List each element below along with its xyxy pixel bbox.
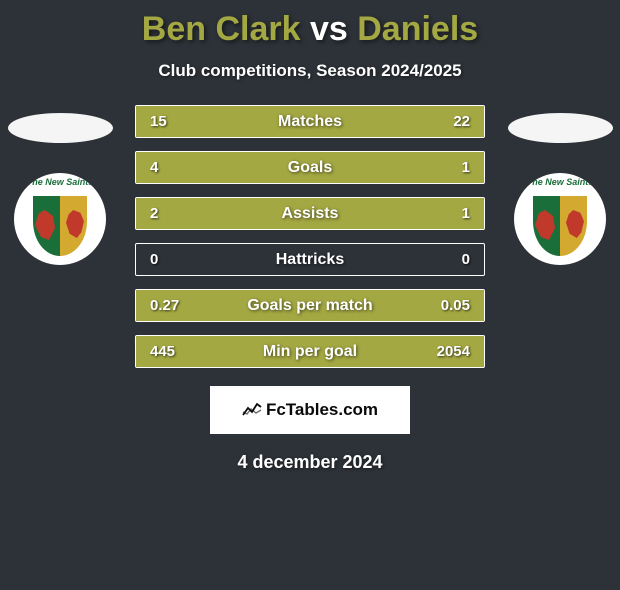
player2-avatar-oval xyxy=(508,113,613,143)
bar-row: 4452054Min per goal xyxy=(135,335,485,368)
brand-text: FcTables.com xyxy=(266,400,378,420)
player2-club-crest: The New Saints xyxy=(514,173,606,265)
bar-label: Assists xyxy=(136,205,484,223)
page-title: Ben Clark vs Daniels xyxy=(0,10,620,49)
player2-badge-column: The New Saints xyxy=(505,105,615,265)
comparison-content: The New Saints The New Saints xyxy=(0,105,620,368)
shield-right xyxy=(60,196,87,256)
player1-club-crest: The New Saints xyxy=(14,173,106,265)
bar-row: 21Assists xyxy=(135,197,485,230)
bar-row: 41Goals xyxy=(135,151,485,184)
bar-label: Hattricks xyxy=(136,251,484,269)
player1-name: Ben Clark xyxy=(142,10,301,48)
subtitle: Club competitions, Season 2024/2025 xyxy=(0,61,620,81)
dragon-icon xyxy=(35,210,55,240)
dragon-icon xyxy=(535,210,555,240)
shield-right xyxy=(560,196,587,256)
crest-shield xyxy=(33,196,87,256)
player2-name: Daniels xyxy=(357,10,478,48)
lion-icon xyxy=(66,210,84,238)
comparison-bars: 1522Matches 41Goals 21Assists 00Hattricks 0.… xyxy=(135,105,485,368)
bar-label: Goals per match xyxy=(136,297,484,315)
player1-badge-column: The New Saints xyxy=(5,105,115,265)
date-text: 4 december 2024 xyxy=(0,452,620,473)
bar-label: Min per goal xyxy=(136,343,484,361)
brand-chart-icon xyxy=(242,400,262,420)
bar-row: 1522Matches xyxy=(135,105,485,138)
bar-label: Goals xyxy=(136,159,484,177)
shield-left xyxy=(533,196,560,256)
shield-left xyxy=(33,196,60,256)
player1-avatar-oval xyxy=(8,113,113,143)
bar-row: 0.270.05Goals per match xyxy=(135,289,485,322)
brand-box: FcTables.com xyxy=(210,386,410,434)
bar-label: Matches xyxy=(136,113,484,131)
crest-text: The New Saints xyxy=(527,177,594,187)
bar-row: 00Hattricks xyxy=(135,243,485,276)
vs-text: vs xyxy=(301,10,358,48)
crest-text: The New Saints xyxy=(27,177,94,187)
lion-icon xyxy=(566,210,584,238)
crest-shield xyxy=(533,196,587,256)
